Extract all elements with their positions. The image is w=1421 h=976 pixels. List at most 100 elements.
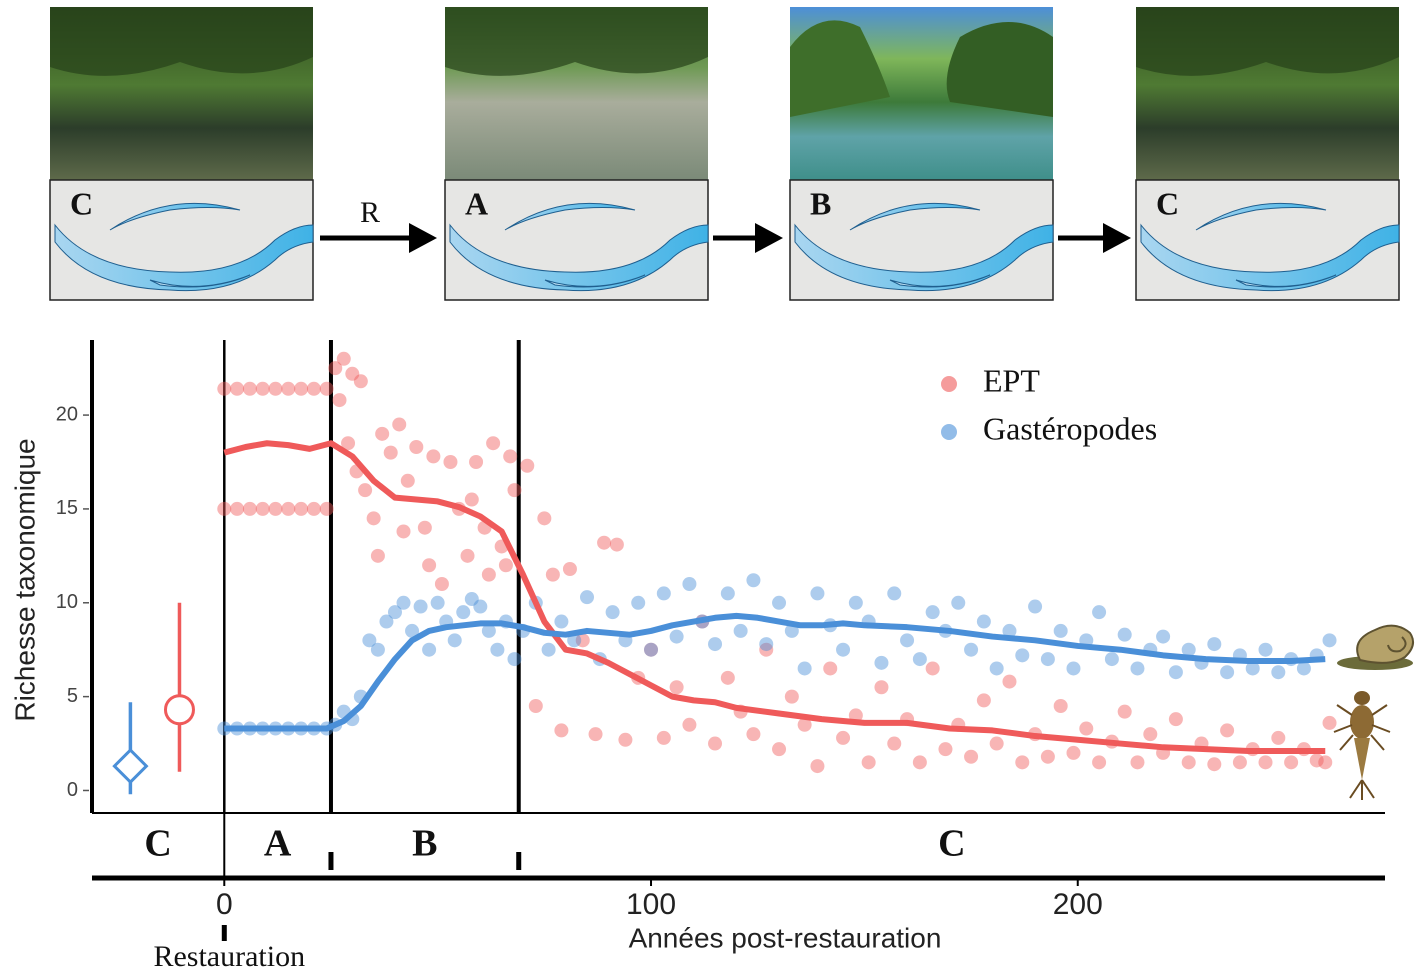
point	[473, 599, 488, 614]
point	[1296, 661, 1311, 676]
point	[319, 381, 334, 396]
photo-trees	[946, 22, 1053, 117]
phase-label: C	[144, 823, 171, 865]
point	[1322, 633, 1337, 648]
point	[413, 599, 428, 614]
point	[925, 661, 940, 676]
point	[836, 642, 851, 657]
mayfly-icon	[1333, 691, 1391, 800]
channel-diagram: B	[789, 179, 1054, 301]
point	[1117, 627, 1132, 642]
point	[328, 361, 343, 376]
point	[1079, 721, 1094, 736]
point	[836, 730, 851, 745]
channel-diagram: C	[49, 179, 314, 301]
point	[964, 642, 979, 657]
point	[447, 633, 462, 648]
point	[387, 605, 402, 620]
point	[379, 614, 394, 629]
mayfly-legs	[1333, 704, 1391, 800]
point	[1258, 642, 1273, 657]
point	[874, 680, 889, 695]
backwater	[889, 274, 991, 288]
point	[417, 520, 432, 535]
point	[887, 586, 902, 601]
point	[242, 501, 257, 516]
point	[1168, 712, 1183, 727]
point	[733, 623, 748, 638]
y-tick-label: 10	[56, 591, 78, 613]
point	[631, 595, 646, 610]
point	[746, 727, 761, 742]
point	[1245, 661, 1260, 676]
y-tick-label: 15	[56, 497, 78, 519]
point	[370, 548, 385, 563]
point	[720, 586, 735, 601]
reference-marker	[112, 747, 149, 785]
point	[1220, 723, 1235, 738]
point	[507, 652, 522, 667]
point	[772, 595, 787, 610]
point	[375, 426, 390, 441]
point	[498, 558, 513, 573]
side-channel	[504, 202, 636, 231]
point	[341, 436, 356, 451]
point	[1053, 699, 1068, 714]
point	[759, 642, 774, 657]
point	[1130, 661, 1145, 676]
point	[396, 524, 411, 539]
arrow-head	[1103, 223, 1131, 253]
point	[405, 623, 420, 638]
panel-label: C	[1156, 185, 1179, 221]
point	[1322, 715, 1337, 730]
point	[490, 642, 505, 657]
panel: B	[789, 7, 1054, 301]
point	[1092, 605, 1107, 620]
point	[392, 417, 407, 432]
point	[366, 511, 381, 526]
point	[1104, 652, 1119, 667]
point	[362, 633, 377, 648]
point	[874, 655, 889, 670]
point	[669, 680, 684, 695]
point	[1040, 652, 1055, 667]
point	[618, 732, 633, 747]
snail-spiral	[1387, 636, 1407, 653]
point	[545, 567, 560, 582]
main-channel	[1140, 223, 1400, 292]
point	[720, 670, 735, 685]
point	[507, 483, 522, 498]
point	[797, 661, 812, 676]
point	[644, 642, 659, 657]
point	[443, 455, 458, 470]
point	[1284, 755, 1299, 770]
arrow-head	[755, 223, 783, 253]
point	[708, 637, 723, 652]
point	[912, 755, 927, 770]
y-tick-label: 5	[67, 685, 78, 707]
panel: C	[49, 7, 314, 301]
point	[976, 614, 991, 629]
point	[1028, 599, 1043, 614]
event-label: Restauration	[153, 940, 305, 973]
mayfly-abdomen	[1354, 738, 1370, 780]
point	[1232, 755, 1247, 770]
point	[1066, 745, 1081, 760]
legend-label: Gastéropodes	[983, 410, 1157, 446]
point	[759, 637, 774, 652]
side-channel	[849, 202, 981, 231]
point	[409, 439, 424, 454]
photo-trees	[790, 20, 890, 118]
point	[353, 374, 368, 389]
point	[469, 455, 484, 470]
point	[1053, 623, 1068, 638]
channel-diagram: C	[1135, 179, 1400, 301]
side-channel	[109, 202, 241, 231]
point	[912, 652, 927, 667]
y-tick-label: 0	[67, 779, 78, 801]
point	[989, 736, 1004, 751]
point	[255, 381, 270, 396]
point	[1220, 665, 1235, 680]
series	[217, 351, 1337, 774]
point	[383, 445, 398, 460]
